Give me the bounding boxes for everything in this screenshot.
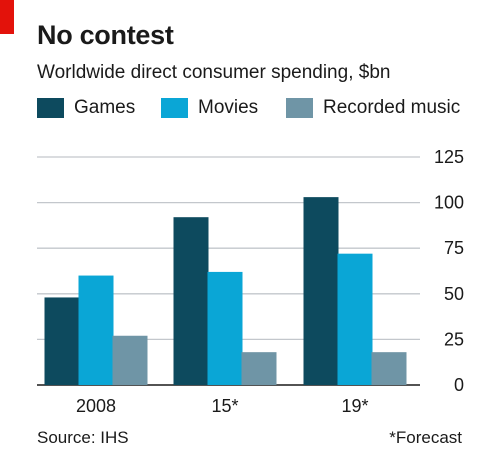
x-tick-label: 19* [341, 396, 368, 416]
brand-accent-bar [0, 0, 14, 34]
legend-swatch-movies [161, 98, 188, 118]
source-note: Source: IHS [37, 428, 129, 447]
y-tick-label: 50 [444, 284, 464, 304]
x-axis-ticks: 2008 15* 19* [76, 396, 369, 416]
bar-recorded-music-3 [371, 352, 407, 385]
legend-label-recorded-music: Recorded music [323, 97, 461, 118]
bar-recorded-music-2 [241, 352, 277, 385]
bar-movies-2 [207, 271, 243, 385]
bar-games-3 [303, 197, 339, 385]
x-tick-label: 2008 [76, 396, 116, 416]
legend-swatch-recorded-music [286, 98, 313, 118]
y-tick-label: 125 [434, 147, 464, 167]
bar-games-1 [44, 297, 80, 385]
y-tick-label: 25 [444, 329, 464, 349]
legend-label-games: Games [74, 97, 136, 118]
bar-recorded-music-1 [112, 335, 148, 385]
legend-item-recorded-music: Recorded music [286, 96, 460, 120]
chart-subtitle: Worldwide direct consumer spending, $bn [37, 62, 391, 83]
y-tick-label: 0 [454, 375, 464, 395]
bar-movies-3 [337, 253, 373, 385]
bars [44, 197, 407, 385]
y-tick-label: 100 [434, 193, 464, 213]
y-tick-label: 75 [444, 238, 464, 258]
bar-movies-1 [78, 275, 114, 385]
chart-title: No contest [37, 20, 174, 50]
y-axis-ticks: 0 25 50 75 100 125 [434, 147, 464, 395]
forecast-note: *Forecast [389, 428, 462, 447]
legend-label-movies: Movies [198, 97, 259, 118]
legend-item-games: Games [37, 96, 135, 120]
legend-item-movies: Movies [161, 96, 258, 120]
bar-games-2 [173, 217, 209, 385]
x-tick-label: 15* [211, 396, 238, 416]
legend-swatch-games [37, 98, 64, 118]
